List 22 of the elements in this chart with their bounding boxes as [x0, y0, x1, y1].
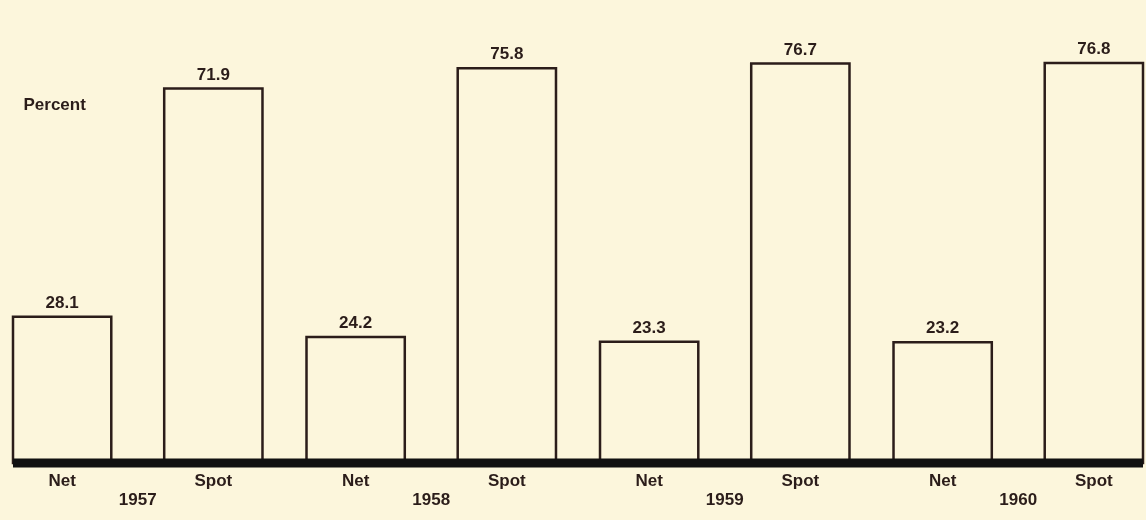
x-tick-label: 1960: [999, 489, 1038, 509]
text: Net: [341, 471, 370, 490]
bar: [11, 315, 113, 465]
data-label: 24.2: [339, 312, 373, 332]
y-axis-title: Percent: [23, 94, 87, 114]
data-label: 76.7: [783, 39, 817, 59]
data-label: 28.1: [45, 292, 79, 312]
text: Spot: [487, 471, 526, 490]
text: Spot: [1074, 471, 1113, 490]
text: Spot: [781, 471, 820, 490]
series-label: Spot: [194, 471, 233, 490]
data-label: 75.8: [490, 44, 524, 64]
text: Net: [635, 471, 663, 490]
series-label: Net: [48, 471, 77, 490]
x-tick-label: 1958: [412, 489, 451, 509]
data-label: 23.2: [926, 318, 960, 338]
text: Net: [928, 471, 957, 490]
x-tick-label: 1957: [118, 489, 157, 509]
x-tick-label: 1959: [705, 489, 744, 509]
data-label: 23.3: [632, 317, 666, 337]
data-label: 71.9: [196, 64, 230, 84]
data-label: 76.8: [1077, 39, 1111, 58]
